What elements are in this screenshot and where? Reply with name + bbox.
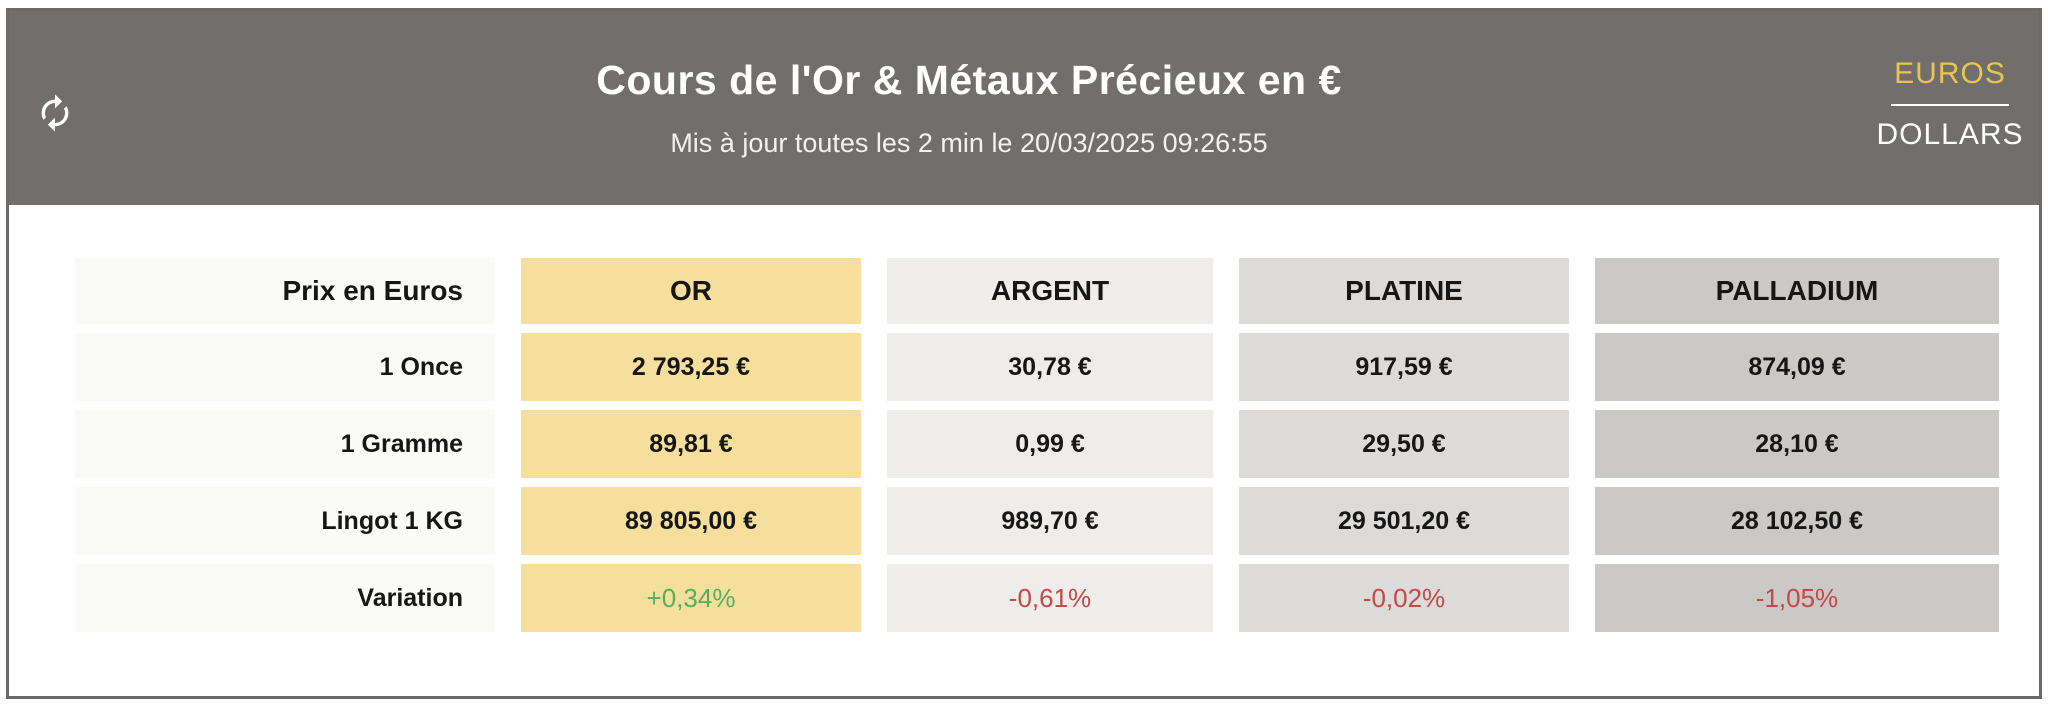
price-or-lingot: 89 805,00 €	[521, 487, 861, 555]
header-band: Cours de l'Or & Métaux Précieux en € Mis…	[9, 11, 2039, 205]
column-header-or: OR	[521, 258, 861, 324]
price-argent-once: 30,78 €	[887, 333, 1213, 401]
price-platine-lingot: 29 501,20 €	[1239, 487, 1569, 555]
column-header-palladium: PALLADIUM	[1595, 258, 1999, 324]
variation-or: +0,34%	[521, 564, 861, 632]
table-header-row: Prix en Euros OR ARGENT PLATINE PALLADIU…	[75, 258, 1999, 324]
price-palladium-lingot: 28 102,50 €	[1595, 487, 1999, 555]
row-label-lingot: Lingot 1 KG	[75, 487, 495, 555]
row-label-gramme: 1 Gramme	[75, 410, 495, 478]
row-label-variation: Variation	[75, 564, 495, 632]
price-platine-gramme: 29,50 €	[1239, 410, 1569, 478]
price-or-once: 2 793,25 €	[521, 333, 861, 401]
main-panel: Cours de l'Or & Métaux Précieux en € Mis…	[6, 8, 2042, 699]
price-palladium-gramme: 28,10 €	[1595, 410, 1999, 478]
table-row-once: 1 Once 2 793,25 € 30,78 € 917,59 € 874,0…	[75, 333, 1999, 401]
column-header-platine: PLATINE	[1239, 258, 1569, 324]
price-argent-lingot: 989,70 €	[887, 487, 1213, 555]
last-updated-text: Mis à jour toutes les 2 min le 20/03/202…	[670, 128, 1268, 158]
currency-toggle: EUROS DOLLARS	[1876, 57, 2022, 152]
variation-platine: -0,02%	[1239, 564, 1569, 632]
price-argent-gramme: 0,99 €	[887, 410, 1213, 478]
currency-option-dollars[interactable]: DOLLARS	[1876, 118, 2024, 151]
refresh-icon	[35, 93, 75, 133]
currency-option-euros[interactable]: EUROS	[1894, 57, 2006, 90]
refresh-button[interactable]	[33, 91, 77, 135]
row-label-once: 1 Once	[75, 333, 495, 401]
price-palladium-once: 874,09 €	[1595, 333, 1999, 401]
price-or-gramme: 89,81 €	[521, 410, 861, 478]
table-row-lingot: Lingot 1 KG 89 805,00 € 989,70 € 29 501,…	[75, 487, 1999, 555]
corner-header-prix-en-euros: Prix en Euros	[75, 258, 495, 324]
page-title: Cours de l'Or & Métaux Précieux en €	[596, 57, 1342, 103]
price-table: Prix en Euros OR ARGENT PLATINE PALLADIU…	[9, 205, 2039, 632]
table-row-variation: Variation +0,34% -0,61% -0,02% -1,05%	[75, 564, 1999, 632]
price-platine-once: 917,59 €	[1239, 333, 1569, 401]
variation-palladium: -1,05%	[1595, 564, 1999, 632]
variation-argent: -0,61%	[887, 564, 1213, 632]
currency-toggle-divider	[1891, 104, 2009, 106]
header-title-block: Cours de l'Or & Métaux Précieux en € Mis…	[596, 57, 1342, 159]
column-header-argent: ARGENT	[887, 258, 1213, 324]
table-row-gramme: 1 Gramme 89,81 € 0,99 € 29,50 € 28,10 €	[75, 410, 1999, 478]
